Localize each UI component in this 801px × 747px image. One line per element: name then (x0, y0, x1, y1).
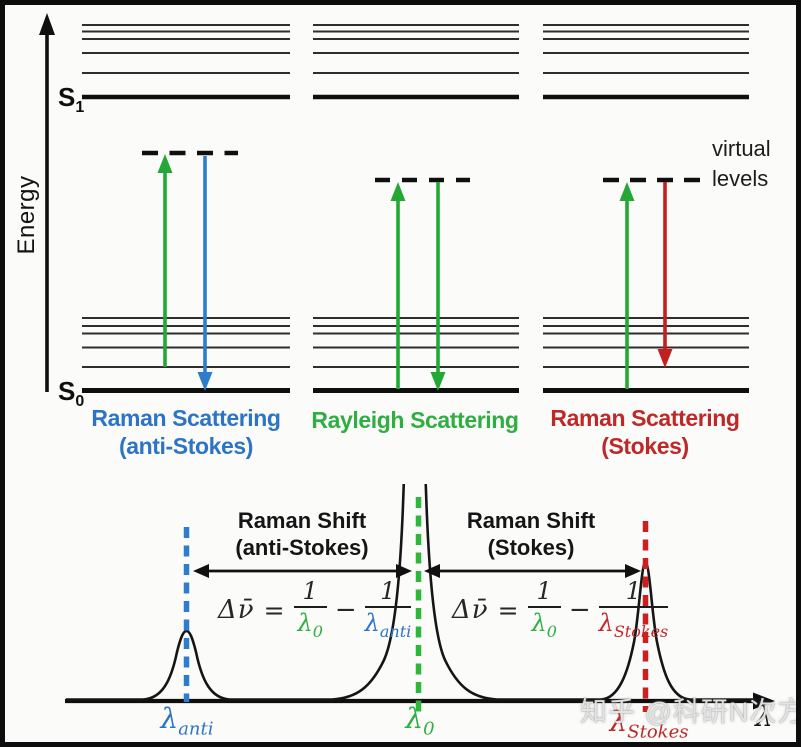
fraction-one-over-lambda0: 1 λ0 (527, 578, 561, 642)
fraction-one-over-lambda-anti: 1 λanti (364, 578, 412, 642)
lambda-stokes-base: λ (598, 609, 614, 638)
raman-shift-anti-line2: (anti-Stokes) (235, 535, 369, 560)
lambda-stokes-sub: Stokes (613, 622, 669, 642)
wavelength-axis-label: λ (755, 700, 773, 733)
raman-shift-formula-anti-stokes: Δν̄ = 1 λ0 − 1 λanti (218, 578, 412, 642)
lambda-sub: Stokes (627, 721, 689, 743)
rayleigh-emission-arrow (430, 182, 446, 391)
wavelength-axis (65, 692, 775, 710)
panel-anti-stokes-levels (82, 24, 290, 393)
raman-shift-stokes-label: Raman Shift (Stokes) (421, 507, 641, 561)
lambda-anti-sub: anti (379, 622, 412, 642)
minus-sign: − (568, 595, 591, 625)
fraction-one-over-lambda-stokes: 1 λStokes (598, 578, 669, 642)
lambda-0-axis-label: λ0 (380, 702, 460, 740)
s0-sub: 0 (75, 393, 85, 411)
raman-shift-anti-stokes-arrow (193, 564, 412, 578)
numerator: 1 (527, 578, 561, 609)
panel-rayleigh-levels (313, 24, 519, 393)
equals-sign: = (263, 595, 285, 625)
panel-stokes-line1: Raman Scattering (550, 405, 740, 431)
lambda-symbol: λ (755, 700, 773, 733)
lambda0-base: λ (297, 609, 313, 638)
equals-sign: = (497, 595, 519, 625)
s1-sub: 1 (75, 99, 85, 117)
raman-shift-anti-line1: Raman Shift (237, 508, 367, 533)
lambda-anti-axis-label: λanti (140, 702, 234, 740)
lambda0-sub: 0 (546, 622, 557, 642)
panel-label-rayleigh: Rayleigh Scattering (285, 406, 545, 434)
rayleigh-excitation-arrow (390, 182, 406, 389)
raman-shift-stokes-line1: Raman Shift (466, 508, 596, 533)
virtual-levels-line1: virtual (712, 136, 771, 161)
raman-shift-formula-stokes: Δν̄ = 1 λ0 − 1 λStokes (452, 578, 669, 642)
lambda-base: λ (405, 702, 424, 735)
watermark: 知乎 @科研N次方 (580, 697, 801, 727)
lambda-sub: 0 (423, 718, 435, 740)
panel-stokes-levels (543, 24, 749, 393)
lambda-base: λ (160, 702, 179, 735)
s1-base: S (58, 82, 76, 112)
panel-label-stokes: Raman Scattering (Stokes) (525, 404, 765, 460)
wavelength-axis-arrowhead (753, 692, 775, 710)
energy-axis-label: Energy (13, 175, 40, 255)
raman-shift-stokes-arrow (424, 564, 641, 578)
panel-stokes-line2: (Stokes) (601, 433, 689, 459)
spectrum-curve (66, 484, 757, 701)
delta-nu-bar: Δν̄ (218, 595, 255, 625)
anti-stokes-excitation-arrow (157, 154, 173, 367)
numerator: 1 (364, 578, 412, 609)
lambda-base: λ (609, 705, 628, 738)
numerator: 1 (293, 578, 327, 609)
panel-label-anti-stokes: Raman Scattering (anti-Stokes) (66, 404, 306, 460)
lambda-stokes-axis-label: λStokes (585, 705, 713, 743)
delta-nu-bar: Δν̄ (452, 595, 489, 625)
minus-sign: − (334, 595, 357, 625)
lambda0-sub: 0 (312, 622, 323, 642)
stokes-excitation-arrow (619, 182, 635, 389)
lambda0-base: λ (531, 609, 547, 638)
lambda-sub: anti (178, 718, 214, 740)
panel-anti-stokes-line1: Raman Scattering (91, 405, 281, 431)
raman-shift-anti-stokes-label: Raman Shift (anti-Stokes) (192, 507, 412, 561)
stokes-emission-arrow (657, 182, 673, 368)
virtual-levels-line2: levels (712, 166, 769, 191)
s0-base: S (58, 376, 76, 406)
panel-rayleigh-line1: Rayleigh Scattering (311, 407, 519, 433)
anti-stokes-emission-arrow (197, 156, 213, 391)
raman-shift-stokes-line2: (Stokes) (487, 535, 575, 560)
lambda-anti-base: λ (364, 609, 380, 638)
fraction-one-over-lambda0: 1 λ0 (293, 578, 327, 642)
s0-level-label: S0 (58, 376, 84, 411)
panel-anti-stokes-line2: (anti-Stokes) (118, 433, 254, 459)
numerator: 1 (598, 578, 669, 609)
virtual-levels-label: virtual levels (712, 134, 771, 194)
s1-level-label: S1 (58, 82, 84, 117)
energy-axis-arrowhead (39, 13, 55, 35)
energy-axis (39, 13, 55, 392)
